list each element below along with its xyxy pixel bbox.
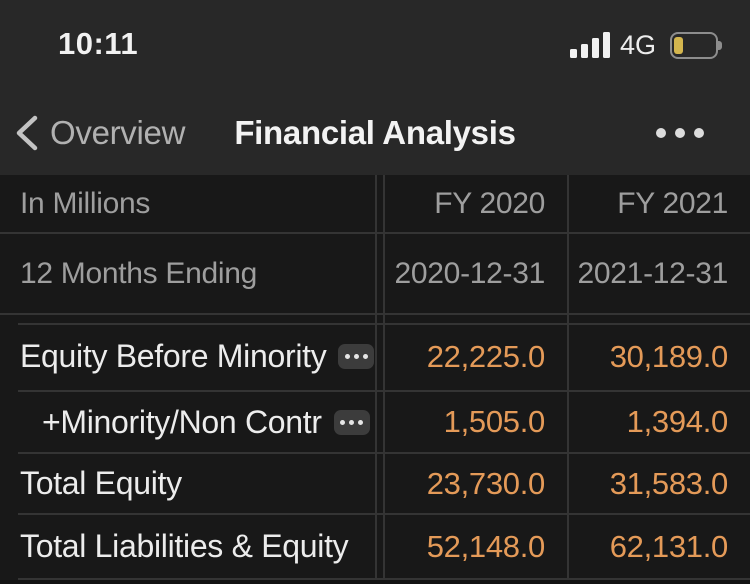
- network-type-label: 4G: [619, 29, 656, 60]
- table-bottom-edge: [0, 580, 750, 584]
- page-title: Financial Analysis: [234, 113, 516, 151]
- row-divider: [0, 232, 750, 234]
- column-divider: [383, 175, 385, 584]
- back-button-label: Overview: [50, 113, 186, 151]
- clock: 10:11: [58, 26, 139, 61]
- ellipsis-icon: [656, 127, 666, 138]
- row-label: Total Equity: [20, 465, 182, 501]
- row-value-fy2020: 22,225.0: [426, 338, 546, 374]
- chevron-left-icon: [16, 115, 38, 150]
- row-divider: [18, 578, 750, 580]
- column-header-fy2021[interactable]: FY 2021: [617, 186, 728, 220]
- row-label: +Minority/Non Contr: [42, 403, 322, 440]
- period-label: 12 Months Ending: [20, 256, 258, 290]
- row-divider: [18, 390, 750, 392]
- table-row[interactable]: Equity Before Minority 22,225.0 30,189.0: [0, 323, 750, 390]
- row-value-fy2021: 1,394.0: [626, 404, 729, 439]
- table-period-row: 12 Months Ending 2020-12-31 2021-12-31: [0, 234, 750, 313]
- row-value-fy2020: 52,148.0: [426, 528, 546, 564]
- back-button[interactable]: Overview: [14, 90, 185, 175]
- status-indicators: 4G: [569, 0, 722, 90]
- row-value-fy2020: 23,730.0: [426, 465, 546, 501]
- column-divider: [375, 175, 377, 584]
- table-header-row: In Millions FY 2020 FY 2021: [0, 175, 750, 232]
- table-row[interactable]: Total Equity 23,730.0 31,583.0: [0, 454, 750, 513]
- nav-bar: Overview Financial Analysis: [0, 90, 750, 175]
- row-value-fy2021: 31,583.0: [609, 465, 729, 501]
- row-divider: [18, 513, 750, 515]
- battery-icon: [670, 31, 722, 59]
- column-divider: [567, 175, 569, 584]
- table-row[interactable]: +Minority/Non Contr 1,505.0 1,394.0: [0, 392, 750, 452]
- row-more-icon[interactable]: [333, 409, 370, 435]
- more-menu-button[interactable]: [656, 90, 704, 175]
- row-label: Equity Before Minority: [20, 338, 327, 374]
- row-value-fy2021: 62,131.0: [609, 528, 729, 564]
- signal-strength-icon: [569, 32, 610, 58]
- row-label: Total Liabilities & Equity: [20, 528, 349, 564]
- financial-table: In Millions FY 2020 FY 2021 12 Months En…: [0, 175, 750, 584]
- section-divider: [18, 323, 750, 325]
- row-value-fy2020: 1,505.0: [443, 404, 546, 439]
- row-more-icon[interactable]: [338, 344, 375, 369]
- row-divider: [18, 452, 750, 454]
- table-row[interactable]: Total Liabilities & Equity 52,148.0 62,1…: [0, 515, 750, 578]
- status-bar: 10:11 4G: [0, 0, 750, 90]
- period-end-fy2021: 2021-12-31: [577, 256, 729, 290]
- unit-label: In Millions: [20, 186, 151, 220]
- period-end-fy2020: 2020-12-31: [394, 256, 546, 290]
- row-divider: [0, 313, 750, 315]
- column-header-fy2020[interactable]: FY 2020: [434, 186, 545, 220]
- row-value-fy2021: 30,189.0: [609, 338, 729, 374]
